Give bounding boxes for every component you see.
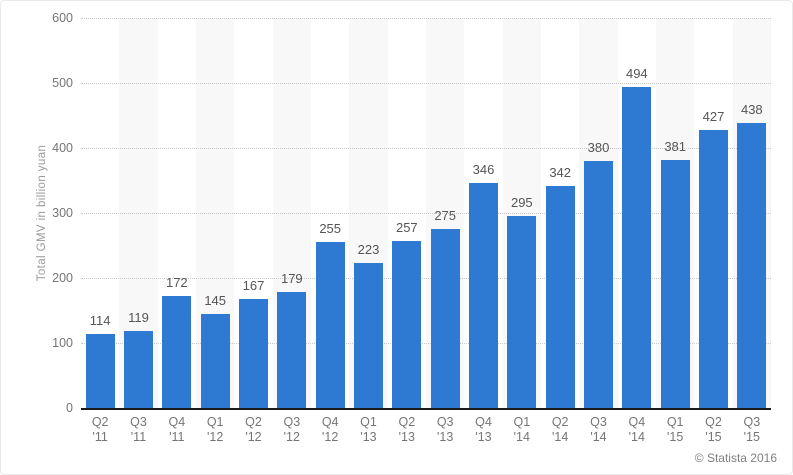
bar-value-label: 275 <box>434 208 457 224</box>
bar <box>545 185 575 408</box>
bar-value-label: 179 <box>280 270 303 286</box>
y-tick-label: 200 <box>52 271 73 285</box>
bar-value-label: 381 <box>664 139 687 155</box>
bar <box>583 161 614 408</box>
bar-value-label: 295 <box>510 195 533 211</box>
bar-value-label: 342 <box>549 164 572 180</box>
gridline <box>81 278 771 279</box>
y-tick-label: 100 <box>52 336 73 350</box>
plot-area: 114 Q2 '11 119 Q3 '11 172 Q4 '11 145 Q1 '12 167 Q… <box>81 18 771 444</box>
y-tick-label: 0 <box>66 401 73 415</box>
x-tick-label: Q1 '13 <box>360 415 377 444</box>
bar-value-label: 223 <box>357 242 380 258</box>
bar <box>162 296 192 408</box>
gridline <box>81 18 771 19</box>
bar-value-label: 427 <box>702 109 725 125</box>
x-tick-label: Q3 '14 <box>590 415 607 444</box>
bar <box>507 216 537 408</box>
bar-value-label: 255 <box>319 221 342 237</box>
gridline <box>81 83 771 84</box>
y-axis-ticks: 0 100 200 300 400 500 600 <box>1 11 73 415</box>
gridline <box>81 213 771 214</box>
x-tick-label: Q2 '11 <box>91 415 109 444</box>
bar <box>698 130 729 408</box>
bar <box>737 123 767 408</box>
bar-value-label: 346 <box>472 162 495 178</box>
bar <box>123 330 154 408</box>
bar <box>392 240 422 408</box>
gridline <box>81 343 771 344</box>
x-tick-label: Q1 '14 <box>513 415 531 444</box>
bar <box>468 183 499 408</box>
attribution: © Statista 2016 <box>694 451 777 465</box>
bar <box>238 299 269 408</box>
x-tick-label: Q2 '13 <box>398 415 416 444</box>
bar <box>622 86 652 408</box>
x-tick-label: Q3 '15 <box>743 415 761 444</box>
x-tick-label: Q2 '12 <box>245 415 262 444</box>
y-tick-label: 600 <box>52 11 73 25</box>
bar-value-label: 438 <box>740 102 763 118</box>
bar-value-label: 494 <box>625 65 648 81</box>
bar-value-label: 380 <box>587 140 610 155</box>
bar <box>430 229 460 408</box>
x-tick-label: Q1 '12 <box>206 415 224 444</box>
bar-value-label: 114 <box>89 312 111 328</box>
x-tick-label: Q4 '13 <box>475 415 492 444</box>
bar <box>660 160 690 408</box>
gridline <box>81 148 771 149</box>
x-tick-label: Q3 '13 <box>436 415 454 444</box>
bar <box>353 263 384 408</box>
bar <box>277 291 307 408</box>
x-tick-label: Q1 '15 <box>666 415 684 444</box>
x-tick-label: Q3 '12 <box>283 415 301 444</box>
y-tick-label: 500 <box>52 76 73 90</box>
bar-value-label: 257 <box>395 219 418 235</box>
x-tick-label: Q4 '11 <box>168 415 186 444</box>
bar <box>200 313 230 408</box>
x-tick-label: Q4 '12 <box>321 415 339 444</box>
bar-value-label: 172 <box>165 275 188 291</box>
bar <box>315 242 345 408</box>
y-tick-label: 400 <box>52 141 73 155</box>
x-tick-label: Q4 '14 <box>628 415 646 444</box>
bar-value-label: 145 <box>204 292 227 308</box>
bar-value-label: 119 <box>128 309 149 325</box>
bar <box>85 333 115 408</box>
x-tick-label: Q2 '14 <box>551 415 569 444</box>
y-tick-label: 300 <box>52 206 73 220</box>
x-tick-label: Q3 '11 <box>130 415 147 444</box>
bar-value-label: 167 <box>242 278 265 294</box>
x-tick-label: Q2 '15 <box>705 415 722 444</box>
